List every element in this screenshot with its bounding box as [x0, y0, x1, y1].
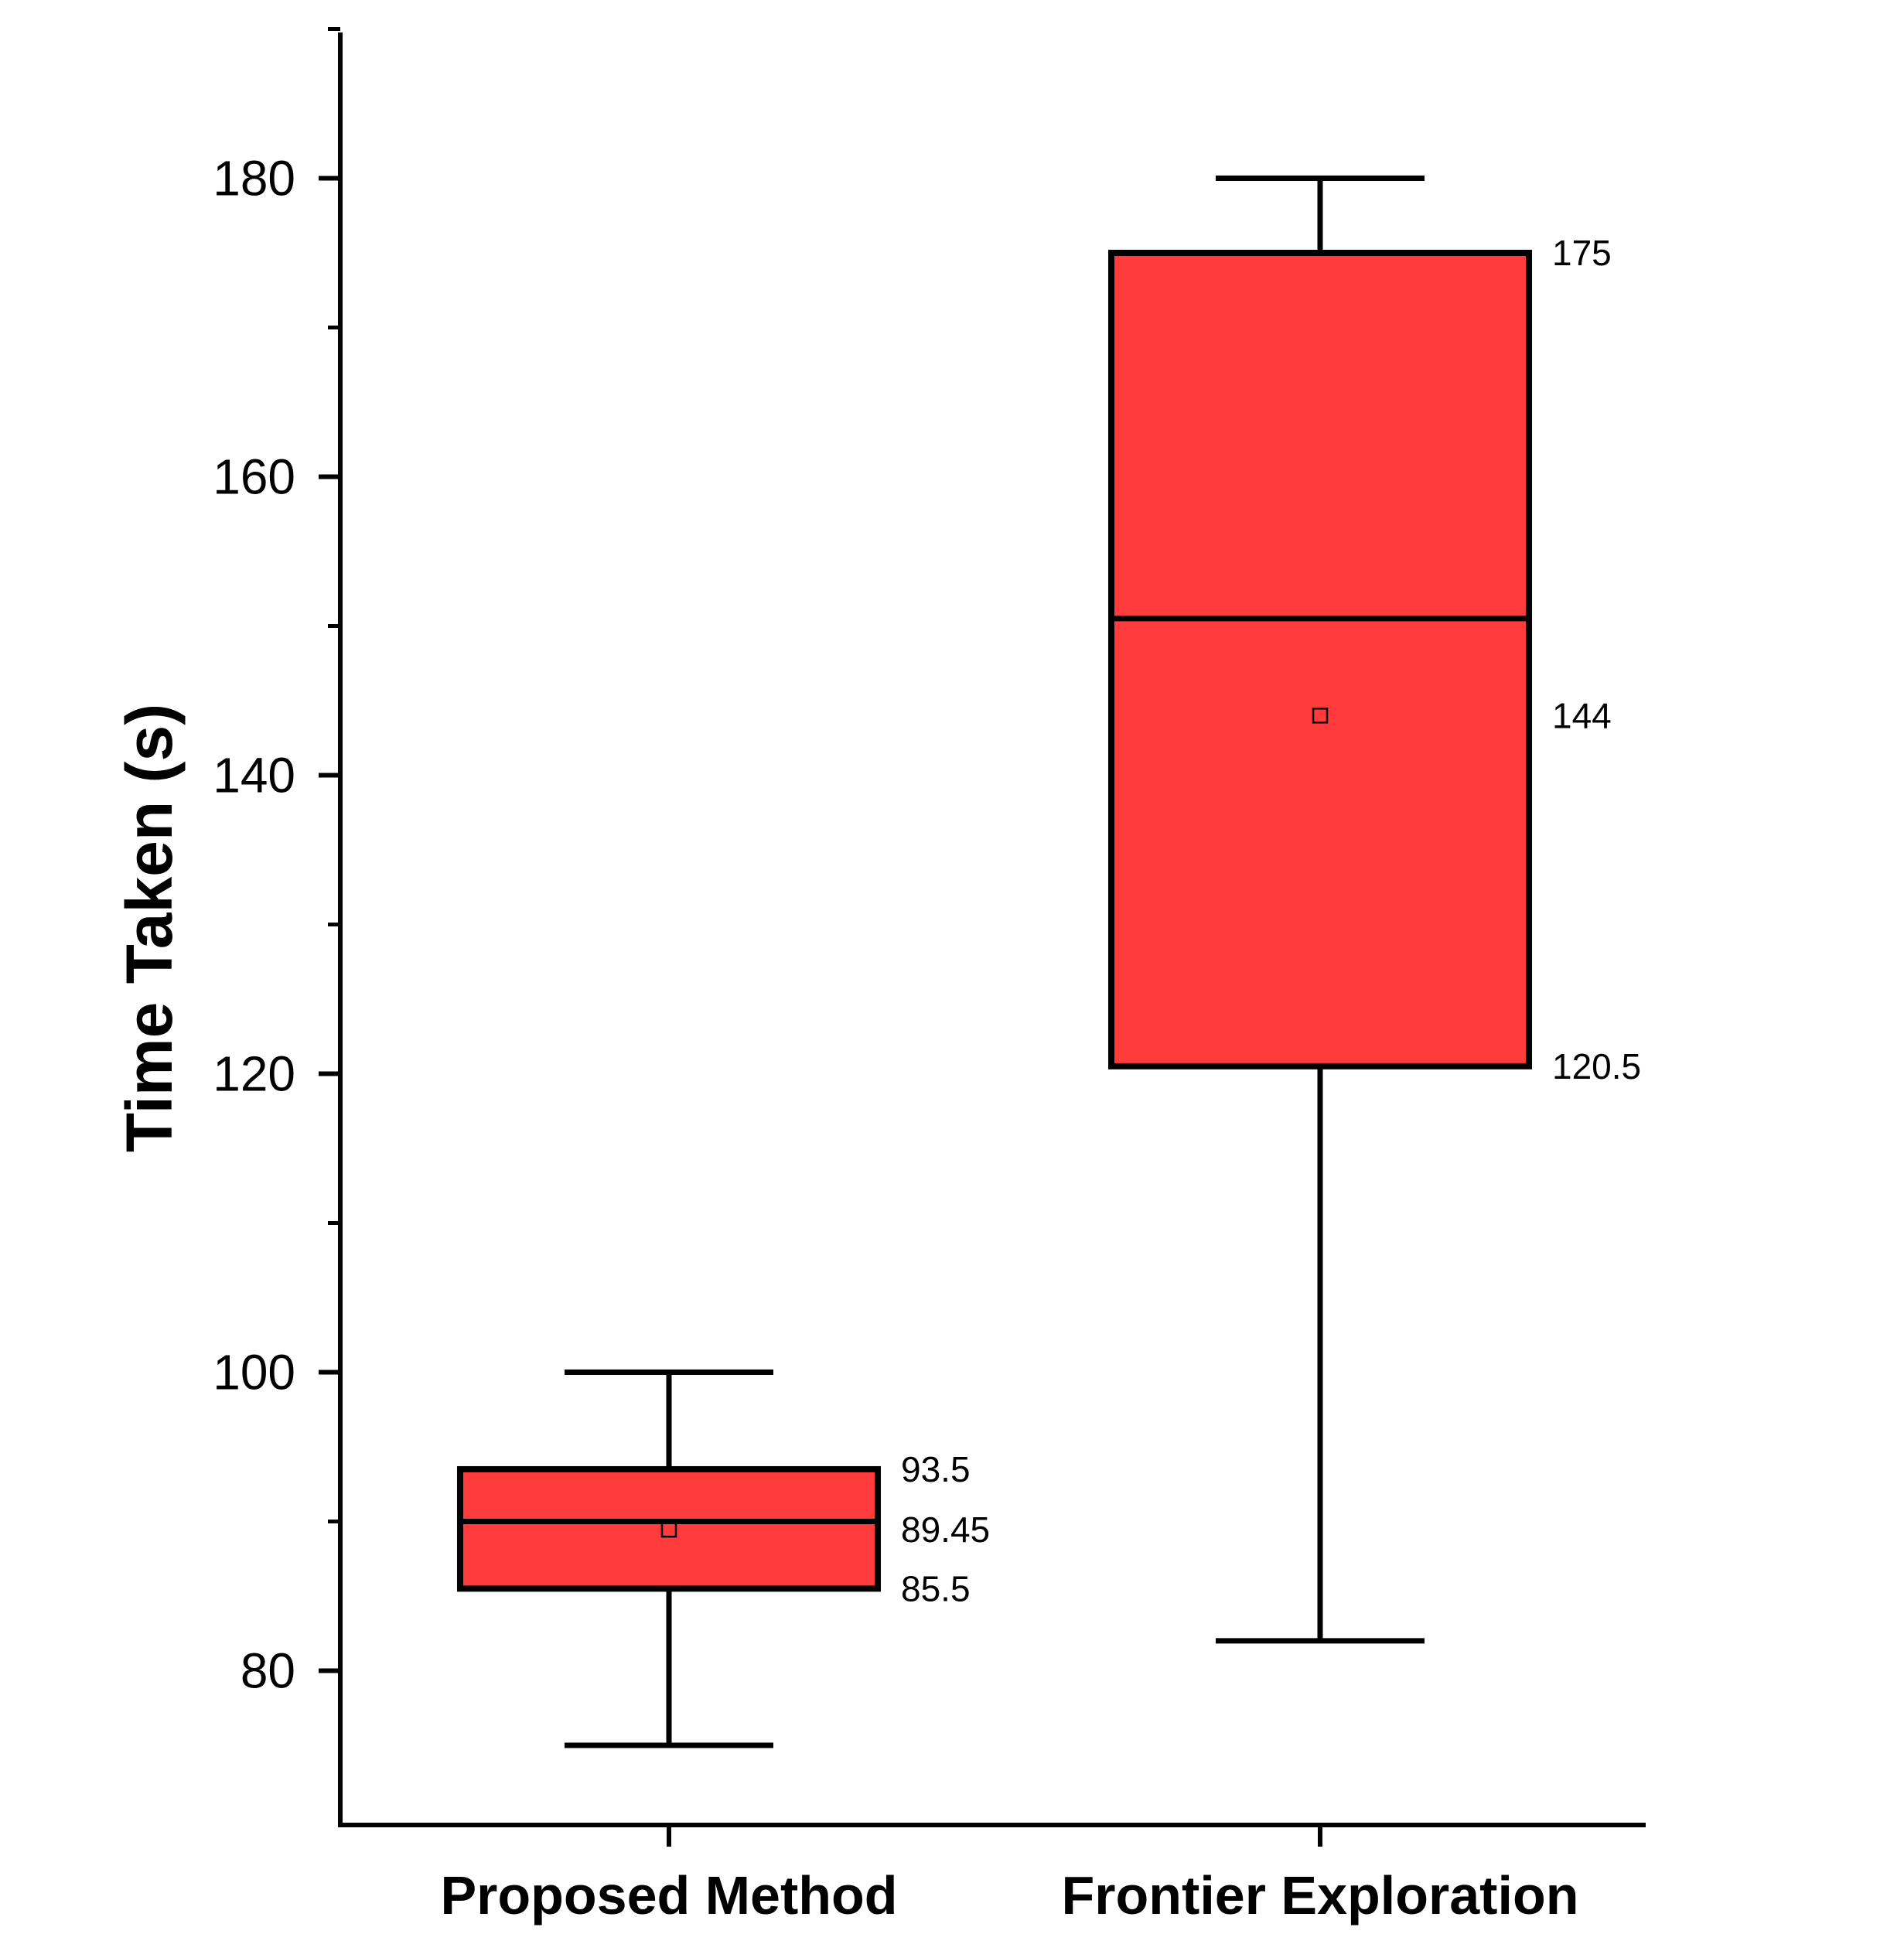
labels: Time Taken (s) 80 100 120 140 160 180 93.5 89.4… — [113, 151, 1641, 1926]
y-tick-label: 180 — [213, 151, 295, 206]
mean-marker — [660, 1521, 677, 1538]
value-annotation: 89.45 — [901, 1509, 990, 1550]
y-tick-label: 140 — [213, 748, 295, 803]
mean-marker — [1312, 708, 1329, 724]
value-annotation: 144 — [1552, 695, 1612, 735]
y-tick-label: 100 — [213, 1345, 295, 1400]
iqr-box — [1108, 250, 1532, 1069]
y-tick-label: 160 — [213, 449, 295, 505]
value-annotation: 120.5 — [1552, 1046, 1641, 1086]
y-axis-title: Time Taken (s) — [113, 704, 186, 1152]
x-category-label: Frontier Exploration — [1062, 1865, 1579, 1926]
value-annotation: 175 — [1552, 233, 1612, 273]
y-tick-label: 120 — [213, 1046, 295, 1102]
value-annotation: 93.5 — [901, 1449, 971, 1489]
box-frontier-exploration — [1108, 176, 1532, 1644]
iqr-box — [457, 1465, 881, 1592]
axes — [319, 27, 1646, 1847]
y-tick-label: 80 — [241, 1643, 295, 1699]
box-proposed-method — [457, 1370, 881, 1748]
value-annotation: 85.5 — [901, 1568, 971, 1608]
boxes — [457, 176, 1532, 1748]
x-category-label: Proposed Method — [440, 1865, 897, 1926]
